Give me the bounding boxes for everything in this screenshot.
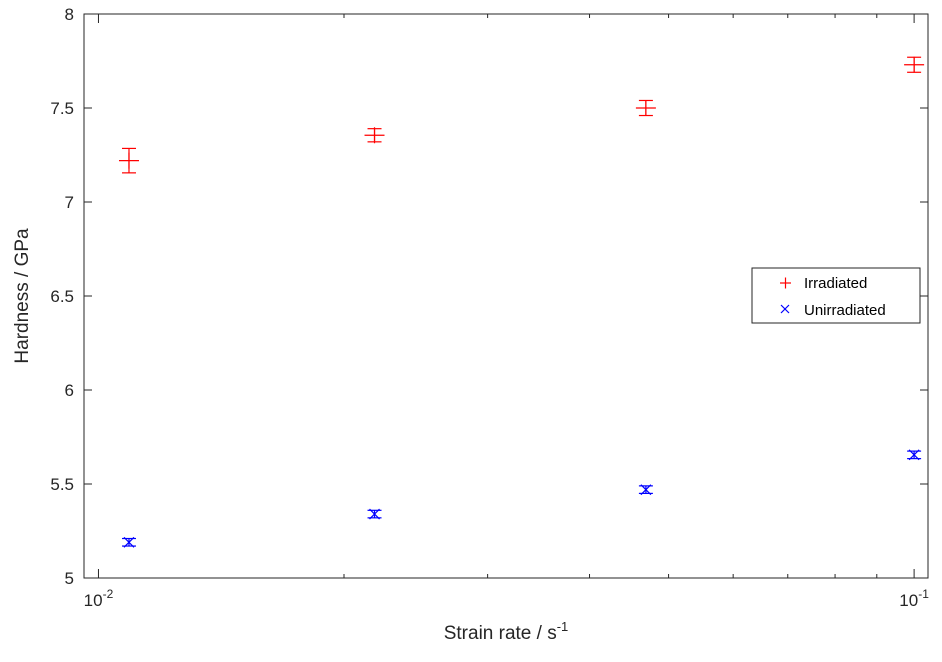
y-tick-label: 6 [65,381,74,400]
point-irradiated [118,147,139,174]
x-axis-label-exponent: -1 [557,619,569,634]
point-unirradiated [638,484,653,496]
point-irradiated [904,56,925,73]
legend-box [751,267,921,324]
legend: Irradiated Unirradiated [751,267,921,324]
marker-x [640,484,652,496]
legend-label-irradiated: Irradiated [804,275,867,292]
y-tick-label: 6.5 [50,287,74,306]
y-tick-label: 7.5 [50,99,74,118]
point-unirradiated [121,536,136,548]
point-unirradiated [907,449,922,461]
y-tick-label: 7 [65,193,74,212]
marker-x [908,449,920,461]
x-axis-label: Strain rate / s-1 [444,619,569,644]
x-axis-label-main: Strain rate / s [444,623,557,644]
marker-x [123,536,135,548]
y-axis-label: Hardness / GPa [12,228,33,364]
point-irradiated [364,127,385,144]
y-tick-label: 5 [65,569,74,588]
legend-marker-irradiated [780,277,791,289]
point-irradiated [635,99,656,117]
legend-marker-unirradiated [780,304,790,314]
marker-x [369,508,380,520]
ticks-layer: 5 5.5 6 6.5 7 7.5 8 10-2 10-1 [50,5,929,610]
y-tick-label: 8 [65,5,74,24]
y-tick-label: 5.5 [50,475,74,494]
marks-layer [118,56,925,548]
legend-label-unirradiated: Unirradiated [804,302,886,319]
x-tick-label: 10-1 [899,587,929,610]
x-tick-label: 10-2 [84,587,114,610]
point-unirradiated [367,508,382,520]
